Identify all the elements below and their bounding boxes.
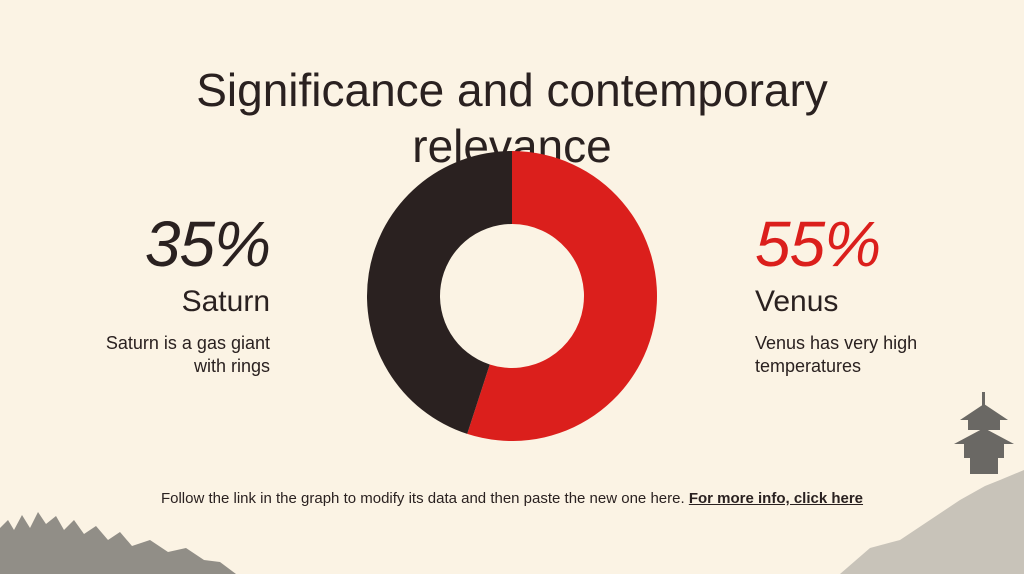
venus-stat: 55% Venus Venus has very high temperatur… — [755, 206, 955, 378]
donut-chart[interactable] — [360, 144, 664, 448]
slide-title: Significance and contemporary relevance — [196, 64, 828, 172]
more-info-link[interactable]: For more info, click here — [688, 490, 864, 507]
saturn-description: Saturn is a gas giant with rings — [105, 333, 270, 376]
venus-name: Venus — [755, 285, 839, 318]
donut-slice-venus[interactable] — [467, 151, 657, 441]
venus-percent: 55% — [755, 208, 881, 280]
saturn-name: Saturn — [181, 285, 270, 318]
venus-description: Venus has very high temperatures — [755, 333, 918, 376]
footer-text: Follow the link in the graph to modify i… — [160, 490, 685, 507]
footer-note: Follow the link in the graph to modify i… — [62, 490, 962, 507]
pagoda-silhouette — [954, 392, 1014, 474]
forest-silhouette — [0, 512, 236, 574]
mountain-silhouette — [840, 470, 1024, 574]
saturn-percent: 35% — [144, 208, 271, 280]
saturn-stat: 35% Saturn Saturn is a gas giant with ri… — [90, 206, 271, 378]
donut-slice-saturn[interactable] — [366, 151, 512, 434]
